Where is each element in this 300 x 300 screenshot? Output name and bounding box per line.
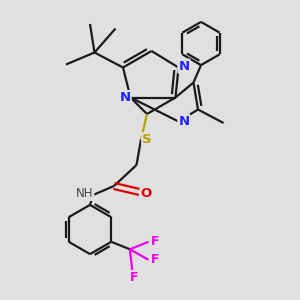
- Text: F: F: [151, 235, 159, 248]
- Text: N: N: [178, 59, 190, 73]
- Text: N: N: [119, 91, 131, 104]
- Text: F: F: [130, 271, 138, 284]
- Text: NH: NH: [76, 187, 93, 200]
- Text: N: N: [178, 115, 190, 128]
- Text: S: S: [142, 133, 152, 146]
- Text: F: F: [151, 253, 159, 266]
- Text: O: O: [140, 187, 152, 200]
